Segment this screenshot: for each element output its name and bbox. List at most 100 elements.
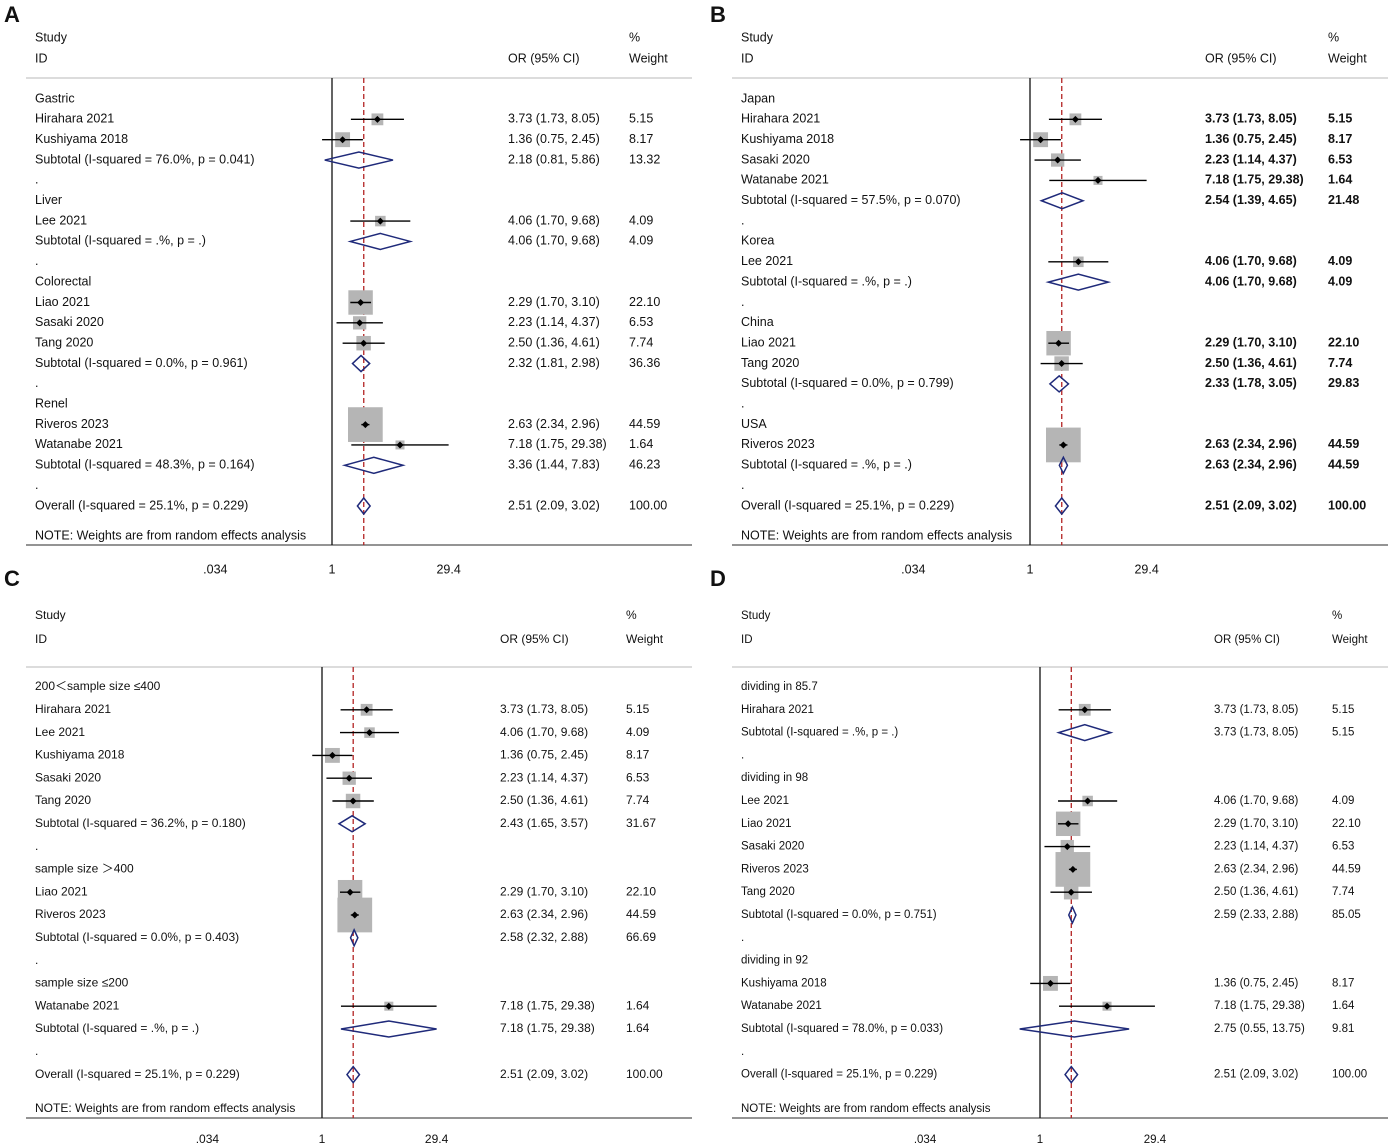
header-id: ID (35, 632, 47, 646)
row-weight: 4.09 (1328, 254, 1352, 268)
panel-label: D (710, 566, 726, 591)
row-or-ci: 2.18 (0.81, 5.86) (508, 152, 600, 166)
row-or-ci: 2.29 (1.70, 3.10) (1214, 818, 1299, 830)
row-label: Subtotal (I-squared = .%, p = .) (741, 727, 898, 739)
point-estimate (1037, 136, 1045, 144)
x-tick-label: .034 (914, 1134, 937, 1146)
point-estimate (361, 421, 369, 429)
spacer-dot: . (35, 839, 38, 853)
subtotal-diamond (340, 1020, 437, 1038)
row-weight: 7.74 (626, 793, 650, 807)
row-weight: 66.69 (626, 930, 656, 944)
spacer-dot: . (35, 173, 38, 187)
row-or-ci: 1.36 (0.75, 2.45) (508, 132, 600, 146)
row-weight: 4.09 (629, 213, 653, 227)
header-study: Study (741, 610, 771, 622)
row-weight: 1.64 (1332, 1000, 1355, 1012)
row-or-ci: 2.29 (1.70, 3.10) (508, 295, 600, 309)
row-weight: 5.15 (1328, 112, 1352, 126)
point-estimate (385, 1002, 393, 1010)
row-label: Sasaki 2020 (741, 152, 810, 166)
row-or-ci: 4.06 (1.70, 9.68) (508, 213, 600, 227)
note-text: NOTE: Weights are from random effects an… (35, 1101, 295, 1115)
spacer-dot: . (35, 953, 38, 967)
x-tick-label: 29.4 (1144, 1134, 1167, 1146)
point-estimate (1059, 441, 1067, 449)
point-estimate (1046, 979, 1054, 987)
row-label: Subtotal (I-squared = .%, p = .) (35, 234, 206, 248)
row-weight: 29.83 (1328, 376, 1359, 390)
row-weight: 22.10 (626, 884, 656, 898)
header-or-ci: OR (95% CI) (1214, 634, 1280, 646)
row-weight: 1.64 (629, 437, 653, 451)
row-label: Subtotal (I-squared = .%, p = .) (741, 274, 912, 288)
header-or-ci: OR (95% CI) (1205, 51, 1277, 65)
row-weight: 36.36 (629, 356, 660, 370)
x-tick-label: 1 (319, 1132, 326, 1146)
row-label: Hirahara 2021 (741, 112, 820, 126)
row-or-ci: 2.51 (2.09, 3.02) (1214, 1069, 1299, 1081)
subtotal-diamond (1058, 455, 1069, 475)
row-or-ci: 2.63 (2.34, 2.96) (1205, 437, 1297, 451)
row-weight: 5.15 (626, 702, 650, 716)
row-label: Kushiyama 2018 (741, 977, 827, 989)
row-or-ci: 7.18 (1.75, 29.38) (500, 998, 595, 1012)
row-or-ci: 2.23 (1.14, 4.37) (1205, 152, 1297, 166)
row-or-ci: 2.63 (2.34, 2.96) (1205, 458, 1297, 472)
row-label: Lee 2021 (741, 795, 789, 807)
row-weight: 4.09 (626, 725, 650, 739)
spacer-dot: . (35, 1044, 38, 1058)
x-tick-label: 29.4 (425, 1132, 449, 1146)
row-weight: 100.00 (626, 1067, 663, 1081)
header-pct: % (629, 30, 640, 44)
row-label: Subtotal (I-squared = .%, p = .) (741, 458, 912, 472)
point-estimate (1064, 820, 1072, 828)
row-label: Sasaki 2020 (35, 770, 101, 784)
row-or-ci: 2.29 (1.70, 3.10) (500, 884, 588, 898)
row-label: Subtotal (I-squared = .%, p = .) (35, 1021, 199, 1035)
point-estimate (1103, 1002, 1111, 1010)
row-or-ci: 2.33 (1.78, 3.05) (1205, 376, 1297, 390)
row-or-ci: 7.18 (1.75, 29.38) (500, 1021, 595, 1035)
row-weight: 31.67 (626, 816, 656, 830)
note-text: NOTE: Weights are from random effects an… (741, 528, 1012, 542)
row-label: Overall (I-squared = 25.1%, p = 0.229) (741, 1069, 937, 1081)
point-estimate (346, 888, 354, 896)
overall-diamond (1054, 496, 1070, 516)
row-or-ci: 2.50 (1.36, 4.61) (500, 793, 588, 807)
row-or-ci: 3.73 (1.73, 8.05) (1214, 727, 1299, 739)
group-label: dividing in 98 (741, 772, 808, 784)
header-study: Study (35, 608, 66, 622)
row-label: Hirahara 2021 (35, 112, 114, 126)
row-label: Lee 2021 (35, 725, 85, 739)
group-label: Korea (741, 234, 774, 248)
row-or-ci: 2.51 (2.09, 3.02) (500, 1067, 588, 1081)
row-label: Lee 2021 (35, 213, 87, 227)
subtotal-diamond (1045, 273, 1112, 291)
point-estimate (1081, 706, 1089, 714)
row-or-ci: 3.73 (1.73, 8.05) (500, 702, 588, 716)
row-weight: 4.09 (1328, 274, 1352, 288)
row-weight: 4.09 (629, 234, 653, 248)
row-weight: 100.00 (1332, 1069, 1367, 1081)
row-label: Kushiyama 2018 (741, 132, 834, 146)
row-or-ci: 4.06 (1.70, 9.68) (500, 725, 588, 739)
point-estimate (1058, 360, 1066, 368)
header-pct: % (1332, 610, 1342, 622)
header-or-ci: OR (95% CI) (500, 632, 569, 646)
row-label: Subtotal (I-squared = 36.2%, p = 0.180) (35, 816, 246, 830)
row-weight: 6.53 (626, 770, 650, 784)
x-tick-label: 1 (1027, 562, 1034, 576)
row-or-ci: 3.36 (1.44, 7.83) (508, 458, 600, 472)
row-label: Tang 2020 (35, 793, 91, 807)
row-label: Kushiyama 2018 (35, 748, 125, 762)
row-or-ci: 2.63 (2.34, 2.96) (500, 907, 588, 921)
point-estimate (339, 136, 347, 144)
subtotal-diamond (341, 456, 406, 475)
x-tick-label: 29.4 (436, 562, 460, 576)
row-label: Watanabe 2021 (741, 173, 829, 187)
subtotal-diamond (1067, 905, 1077, 925)
row-or-ci: 2.32 (1.81, 2.98) (508, 356, 600, 370)
row-weight: 100.00 (629, 498, 667, 512)
row-weight: 6.53 (1328, 152, 1352, 166)
